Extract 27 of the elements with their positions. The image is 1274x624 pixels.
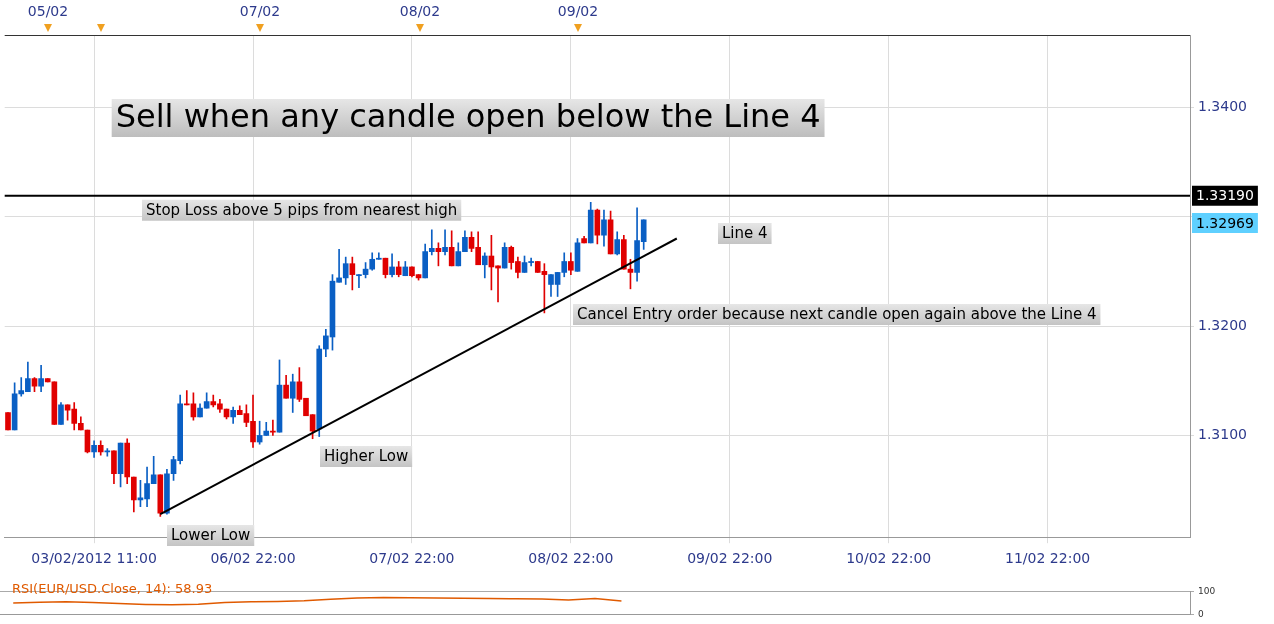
text: 09/02 (557, 2, 599, 19)
text: 07/02 (239, 2, 281, 19)
y-tick-label: 100 (1198, 585, 1216, 596)
x-tick-label: 09/02 22:00 (687, 550, 773, 567)
x-tick-label: 06/02 22:00 (210, 550, 296, 567)
y-tick-label: 1.3200 (1198, 316, 1247, 333)
x-tick-label: 03/02/2012 11:00 (31, 550, 157, 567)
text: 05/02 (27, 2, 69, 19)
y-tick-label: 0 (1198, 608, 1204, 619)
candlestick (104, 448, 111, 457)
x-tick-label: 10/02 22:00 (846, 550, 932, 567)
text: 08/02 (399, 2, 441, 19)
x-tick-label: 07/02 22:00 (369, 550, 455, 567)
y-tick-label: 1.3400 (1198, 97, 1247, 114)
annotation: Stop Loss above 5 pips from nearest high (146, 201, 458, 220)
annotation: Cancel Entry order because next candle open again above the Line 4 (577, 305, 1097, 324)
chart-title: RSI(EUR/USD.Close, 14): 58.93 (12, 580, 213, 596)
candlestick (442, 229, 448, 256)
annotation: Lower Low (171, 526, 251, 545)
annotation: Higher Low (324, 447, 409, 466)
y-tick-label: 1.3100 (1198, 426, 1247, 443)
ref-line-label: 1.33190 (1196, 187, 1254, 204)
annotation: Line 4 (722, 224, 768, 243)
x-tick-label: 08/02 22:00 (528, 550, 614, 567)
text: Sell when any candle open below the Line 4 (115, 97, 821, 136)
x-tick-label: 11/02 22:00 (1005, 550, 1091, 567)
text: 1.32969 (1196, 214, 1254, 231)
